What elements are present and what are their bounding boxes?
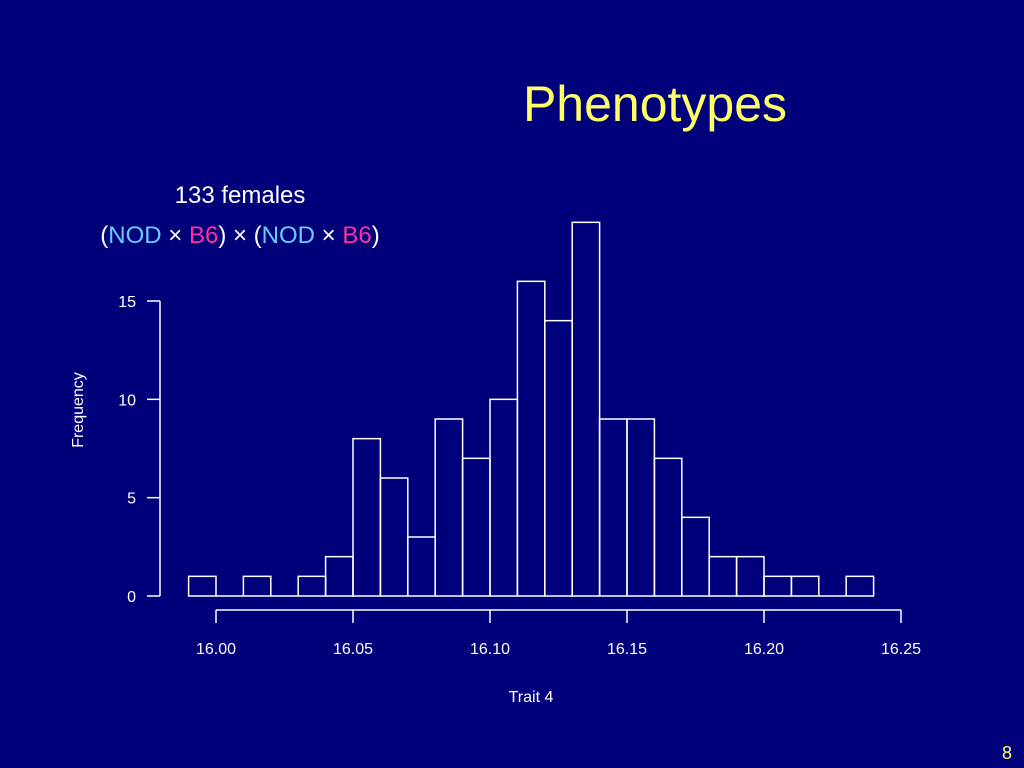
cross-nod-2: NOD — [261, 222, 316, 249]
y-axis-label: Frequency — [70, 372, 87, 448]
histogram-bar — [187, 575, 217, 597]
histogram-bar — [681, 516, 710, 597]
x-axis-label: Trait 4 — [509, 689, 554, 706]
histogram-bar — [352, 437, 382, 597]
histogram-bar — [324, 555, 354, 597]
histogram-bar — [653, 457, 683, 597]
slide-title: Phenotypes — [522, 76, 788, 132]
histogram-bar — [763, 575, 793, 597]
page-number: 8 — [1001, 743, 1012, 763]
y-tick-label: 5 — [127, 491, 136, 508]
cross-times-2: × — [315, 222, 343, 249]
cross-label: (NOD × B6) × (NOD × B6) — [40, 216, 440, 256]
x-tick-label: 16.00 — [196, 641, 236, 658]
histogram-bar — [845, 575, 875, 597]
histogram-bar — [407, 536, 436, 597]
sample-size-label: 133 females — [174, 182, 306, 209]
cross-nod-1: NOD — [108, 222, 162, 249]
histogram-bar — [571, 221, 601, 597]
histogram-bar — [598, 418, 628, 597]
x-tick-label: 16.10 — [470, 641, 510, 658]
x-tick-label: 16.15 — [607, 641, 647, 658]
subtitle-block: 133 females (NOD × B6) × (NOD × B6) — [40, 176, 440, 256]
histogram-bar — [489, 398, 519, 597]
histogram-bar — [461, 457, 491, 597]
y-tick-label: 0 — [127, 589, 136, 606]
histogram-bar — [516, 280, 546, 597]
histogram-bar — [735, 555, 765, 597]
histogram-bar — [242, 575, 272, 597]
histogram-bar — [626, 418, 656, 597]
histogram-bar — [297, 575, 327, 597]
cross-close-paren: ) — [371, 222, 380, 249]
cross-times-1: × — [161, 222, 189, 249]
histogram-bar — [708, 555, 738, 597]
histogram-bar — [434, 418, 464, 597]
cross-b6-1: B6 — [188, 222, 219, 249]
x-tick-label: 16.25 — [881, 641, 921, 658]
histogram-bar — [544, 319, 573, 597]
histogram-bar — [790, 575, 820, 597]
histogram-bar — [379, 477, 409, 597]
cross-b6-2: B6 — [342, 222, 372, 249]
x-tick-label: 16.20 — [744, 641, 784, 658]
x-tick-label: 16.05 — [333, 641, 373, 658]
cross-middle: ) × ( — [218, 222, 262, 249]
y-tick-label: 10 — [118, 392, 136, 409]
cross-open-paren: ( — [100, 222, 109, 249]
y-tick-label: 15 — [118, 294, 136, 311]
